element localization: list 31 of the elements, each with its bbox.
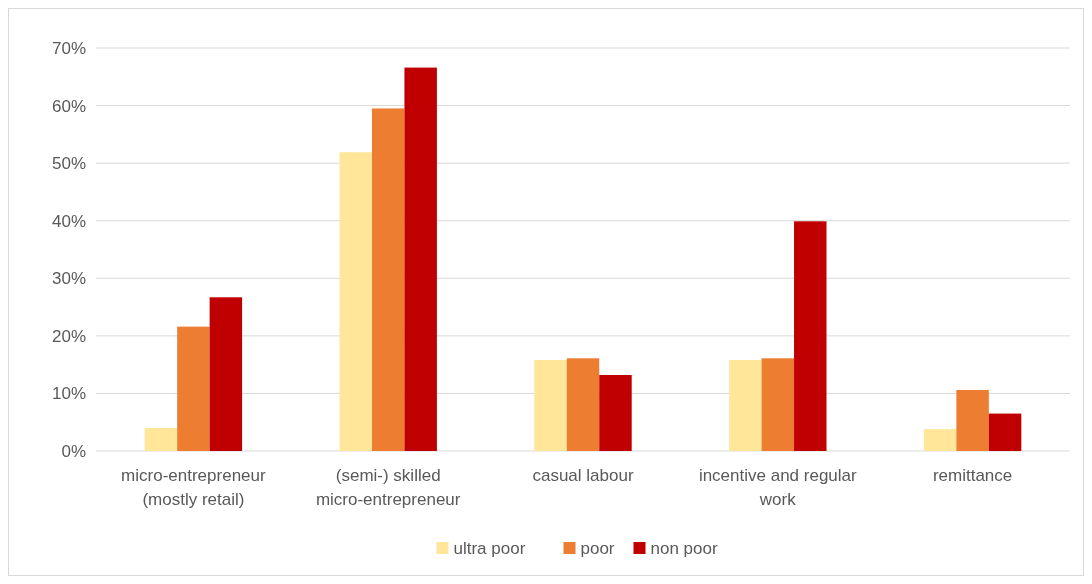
x-tick-label: micro-entrepreneur (mostly retail) <box>121 466 267 509</box>
bar <box>599 375 632 451</box>
bar <box>988 413 1022 451</box>
y-tick-label: 30% <box>51 269 86 289</box>
x-tick-label: casual labour <box>532 466 634 485</box>
bar <box>761 358 795 451</box>
bar <box>956 389 989 451</box>
legend-label: poor <box>580 538 615 558</box>
bar <box>729 360 762 451</box>
y-tick-label: 60% <box>51 96 86 116</box>
legend-label: non poor <box>650 538 718 558</box>
bar <box>144 427 178 451</box>
bar <box>923 429 957 451</box>
y-tick-label: 70% <box>51 38 86 58</box>
bar <box>404 67 437 451</box>
legend-label: ultra poor <box>453 538 526 558</box>
y-tick-label: 40% <box>51 211 86 231</box>
bar <box>566 358 600 451</box>
bar <box>794 221 827 451</box>
y-tick-label: 50% <box>51 154 86 174</box>
bar <box>177 326 210 451</box>
y-tick-label: 10% <box>51 384 86 404</box>
y-tick-label: 0% <box>61 441 86 461</box>
bar <box>339 152 372 451</box>
x-tick-label: remittance <box>932 466 1013 485</box>
x-tick-label: incentive and regular work <box>698 466 858 509</box>
bar <box>209 297 243 451</box>
bar <box>534 360 567 451</box>
x-tick-label: (semi-) skilled micro-entrepreneur <box>315 466 461 509</box>
bar <box>371 108 405 451</box>
y-tick-label: 20% <box>51 326 86 346</box>
